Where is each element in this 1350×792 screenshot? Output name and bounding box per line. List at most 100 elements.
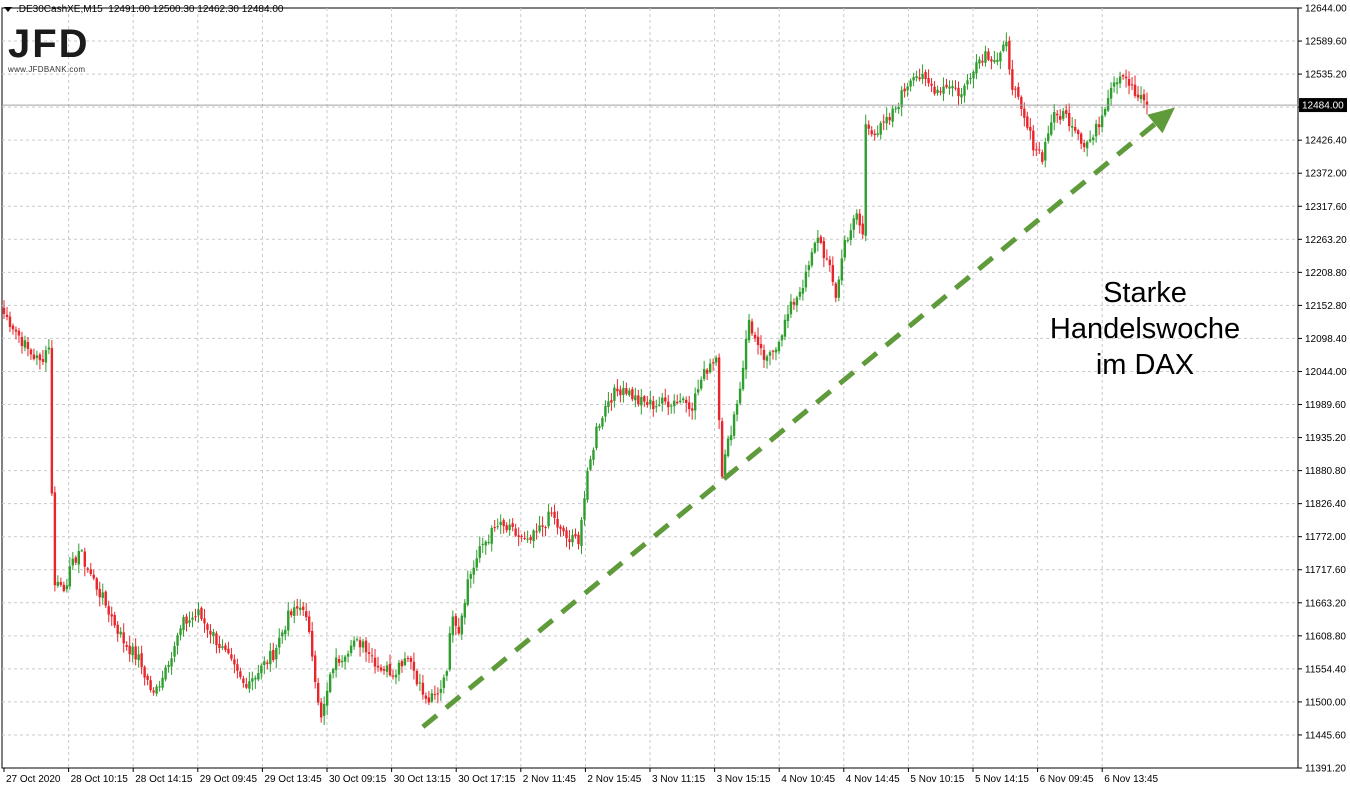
candle-body xyxy=(819,236,823,243)
candle-body xyxy=(825,258,829,260)
y-tick-label: 12208.80 xyxy=(1305,268,1347,279)
candle-body xyxy=(239,671,242,678)
annotation-line-3: im DAX xyxy=(1095,349,1195,381)
candle-body xyxy=(299,607,302,610)
candle-body xyxy=(173,646,176,657)
y-tick-label: 12152.80 xyxy=(1305,301,1347,312)
logo-url: www.JFDBANK.com xyxy=(8,65,86,74)
candle-body xyxy=(349,645,353,654)
candle-body xyxy=(1059,115,1062,120)
candle-body xyxy=(101,592,104,598)
candle-body xyxy=(897,106,900,110)
candle-body xyxy=(786,314,790,321)
candle-body xyxy=(918,77,921,80)
candle-body xyxy=(281,632,284,637)
candle-body xyxy=(735,403,739,415)
candle-body xyxy=(251,678,254,682)
candle-body xyxy=(430,693,434,702)
candle-body xyxy=(1005,41,1008,47)
candle-body xyxy=(1032,130,1035,151)
candle-body xyxy=(616,388,619,392)
candle-body xyxy=(679,400,682,403)
candle-body xyxy=(376,665,380,668)
candle-body xyxy=(1070,126,1074,128)
candle-body xyxy=(185,616,188,624)
candle-body xyxy=(134,646,137,660)
x-tick-label: 30 Oct 13:15 xyxy=(394,774,452,785)
candle-body xyxy=(855,213,858,220)
candle-body xyxy=(532,530,535,542)
candle-body xyxy=(32,354,36,360)
candle-body xyxy=(1124,76,1128,79)
candle-body xyxy=(517,535,520,538)
candle-body xyxy=(1118,76,1122,84)
candle-body xyxy=(514,528,517,536)
candle-body xyxy=(690,408,694,411)
candle-body xyxy=(38,354,42,361)
candle-body xyxy=(568,539,571,542)
candle-body xyxy=(966,80,969,85)
candle-body xyxy=(1139,94,1143,99)
candle-body xyxy=(580,519,583,546)
candle-body xyxy=(954,87,957,89)
candle-body xyxy=(759,344,763,349)
candle-body xyxy=(290,611,293,616)
candle-body xyxy=(41,359,45,362)
candle-body xyxy=(310,630,314,657)
candle-body xyxy=(571,535,574,543)
candle-body xyxy=(221,646,224,648)
candle-body xyxy=(305,611,308,618)
candle-body xyxy=(254,677,257,680)
candle-body xyxy=(981,60,984,63)
candle-body xyxy=(1103,109,1107,116)
candle-body xyxy=(86,568,89,570)
y-tick-label: 12535.20 xyxy=(1305,70,1347,81)
candle-body xyxy=(287,610,290,631)
candle-body xyxy=(649,399,652,405)
candle-body xyxy=(670,405,673,407)
candle-body xyxy=(179,628,182,636)
candle-body xyxy=(155,686,158,694)
candle-body xyxy=(176,635,179,646)
candle-body xyxy=(149,680,152,690)
candle-body xyxy=(1041,152,1044,162)
candle-body xyxy=(822,241,826,258)
candle-body xyxy=(170,658,173,667)
candle-body xyxy=(972,71,975,79)
candle-body xyxy=(487,542,490,544)
candle-body xyxy=(777,341,781,352)
current-price-label: 12484.00 xyxy=(1302,101,1344,112)
candle-body xyxy=(113,615,116,626)
triangle-down-icon[interactable] xyxy=(4,6,12,12)
candle-body xyxy=(110,614,113,617)
candle-body xyxy=(260,665,263,674)
candle-body xyxy=(218,643,221,649)
candle-body xyxy=(439,688,443,693)
candle-body xyxy=(161,677,164,688)
candle-body xyxy=(912,77,915,81)
candle-body xyxy=(83,551,86,567)
current-price-box xyxy=(1299,98,1347,113)
ohlc-values: 12491.00 12500.30 12462.30 12484.00 xyxy=(108,4,284,15)
candle-body xyxy=(708,363,712,373)
candle-body xyxy=(313,655,317,683)
y-tick-label: 11500.00 xyxy=(1305,697,1346,708)
candle-body xyxy=(35,355,39,359)
y-tick-label: 11554.40 xyxy=(1305,664,1346,675)
candle-body xyxy=(969,78,972,80)
candle-body xyxy=(804,271,808,288)
x-tick-label: 4 Nov 14:45 xyxy=(846,774,900,785)
y-tick-label: 12426.40 xyxy=(1305,136,1347,147)
candle-body xyxy=(1044,142,1047,161)
y-tick-label: 11445.60 xyxy=(1305,730,1346,741)
x-tick-label: 3 Nov 15:15 xyxy=(717,774,771,785)
candle-body xyxy=(442,677,446,688)
candle-body xyxy=(840,258,844,281)
x-tick-label: 30 Oct 17:15 xyxy=(458,774,516,785)
candle-body xyxy=(801,287,805,294)
candle-body xyxy=(601,417,604,427)
candle-body xyxy=(242,678,245,684)
x-tick-label: 2 Nov 15:45 xyxy=(587,774,641,785)
candle-body xyxy=(409,657,413,662)
